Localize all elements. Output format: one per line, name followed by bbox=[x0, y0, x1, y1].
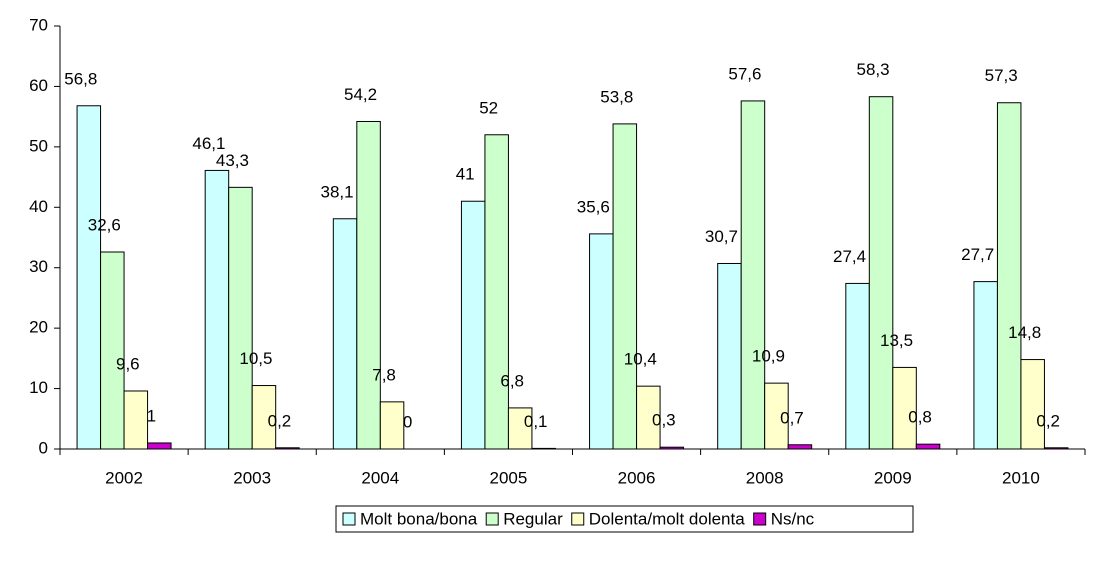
bar bbox=[460, 200, 486, 450]
y-tick-label: 40 bbox=[29, 197, 48, 216]
value-label: 38,1 bbox=[321, 182, 354, 201]
bar bbox=[740, 100, 766, 450]
bar bbox=[915, 443, 941, 450]
y-tick-label: 50 bbox=[29, 136, 48, 155]
legend-label: Molt bona/bona bbox=[360, 509, 478, 528]
x-tick-label: 2005 bbox=[490, 468, 528, 487]
bar bbox=[100, 251, 125, 450]
y-tick-label: 10 bbox=[29, 378, 48, 397]
bar bbox=[764, 382, 789, 450]
legend-label: Ns/nc bbox=[771, 509, 815, 528]
value-label: 0,1 bbox=[524, 412, 548, 431]
bar bbox=[356, 120, 381, 450]
y-tick-label: 20 bbox=[29, 318, 48, 337]
value-label: 6,8 bbox=[500, 371, 524, 390]
bar bbox=[228, 186, 253, 450]
value-label: 0,2 bbox=[1036, 411, 1060, 430]
value-label: 10,5 bbox=[239, 349, 272, 368]
x-tick-label: 2008 bbox=[746, 468, 784, 487]
bar bbox=[996, 102, 1022, 450]
bar bbox=[845, 282, 870, 450]
bar bbox=[332, 218, 358, 450]
bar bbox=[868, 96, 894, 450]
value-label: 54,2 bbox=[344, 85, 377, 104]
x-tick-label: 2004 bbox=[361, 468, 399, 487]
y-tick-label: 30 bbox=[29, 257, 48, 276]
value-label: 1 bbox=[147, 406, 156, 425]
y-tick-label: 60 bbox=[29, 76, 48, 95]
value-label: 56,8 bbox=[64, 69, 97, 88]
value-label: 57,6 bbox=[728, 64, 761, 83]
x-tick-label: 2002 bbox=[105, 468, 143, 487]
value-label: 32,6 bbox=[88, 215, 121, 234]
value-label: 35,6 bbox=[577, 197, 610, 216]
value-label: 0 bbox=[403, 412, 412, 431]
legend-box bbox=[335, 505, 914, 533]
bar bbox=[589, 233, 614, 450]
bar bbox=[204, 169, 230, 450]
bar bbox=[147, 442, 172, 450]
legend-swatch bbox=[753, 512, 767, 526]
value-label: 30,7 bbox=[705, 227, 738, 246]
bar bbox=[531, 447, 556, 450]
y-tick-label: 0 bbox=[39, 438, 48, 457]
value-label: 7,8 bbox=[372, 365, 396, 384]
bar bbox=[251, 385, 277, 450]
legend-swatch bbox=[485, 512, 499, 526]
value-label: 27,7 bbox=[961, 245, 994, 264]
value-label: 46,1 bbox=[192, 134, 225, 153]
x-tick-label: 2003 bbox=[233, 468, 271, 487]
value-label: 53,8 bbox=[600, 87, 633, 106]
value-label: 27,4 bbox=[833, 247, 866, 266]
value-label: 10,9 bbox=[752, 347, 785, 366]
bar bbox=[636, 385, 661, 450]
bar bbox=[659, 446, 685, 450]
value-label: 43,3 bbox=[216, 151, 249, 170]
bar bbox=[379, 401, 405, 450]
value-label: 10,4 bbox=[624, 350, 657, 369]
bar bbox=[507, 407, 533, 450]
bar bbox=[1043, 447, 1069, 450]
x-tick-label: 2006 bbox=[618, 468, 656, 487]
bar bbox=[892, 366, 917, 450]
value-label: 14,8 bbox=[1008, 323, 1041, 342]
bar bbox=[973, 281, 998, 450]
value-label: 0,7 bbox=[780, 408, 804, 427]
x-tick-label: 2010 bbox=[1002, 468, 1040, 487]
value-label: 0,3 bbox=[652, 411, 676, 430]
bar bbox=[275, 447, 300, 450]
value-label: 57,3 bbox=[985, 66, 1018, 85]
value-label: 58,3 bbox=[857, 60, 890, 79]
bar bbox=[123, 390, 149, 450]
x-tick-label: 2009 bbox=[874, 468, 912, 487]
legend-swatch bbox=[571, 512, 585, 526]
bar bbox=[1020, 359, 1045, 450]
bar bbox=[717, 262, 742, 450]
value-label: 13,5 bbox=[880, 331, 913, 350]
value-label: 0,2 bbox=[268, 411, 292, 430]
value-label: 9,6 bbox=[116, 354, 140, 373]
bar bbox=[484, 134, 509, 450]
bar bbox=[76, 105, 102, 450]
value-label: 0,8 bbox=[908, 408, 932, 427]
value-label: 41 bbox=[456, 165, 475, 184]
value-label: 52 bbox=[479, 98, 498, 117]
legend-swatch bbox=[342, 512, 356, 526]
bar bbox=[787, 444, 813, 450]
legend-label: Dolenta/molt dolenta bbox=[589, 509, 745, 528]
legend-label: Regular bbox=[503, 509, 563, 528]
bar bbox=[612, 123, 638, 450]
y-tick-label: 70 bbox=[29, 15, 48, 34]
